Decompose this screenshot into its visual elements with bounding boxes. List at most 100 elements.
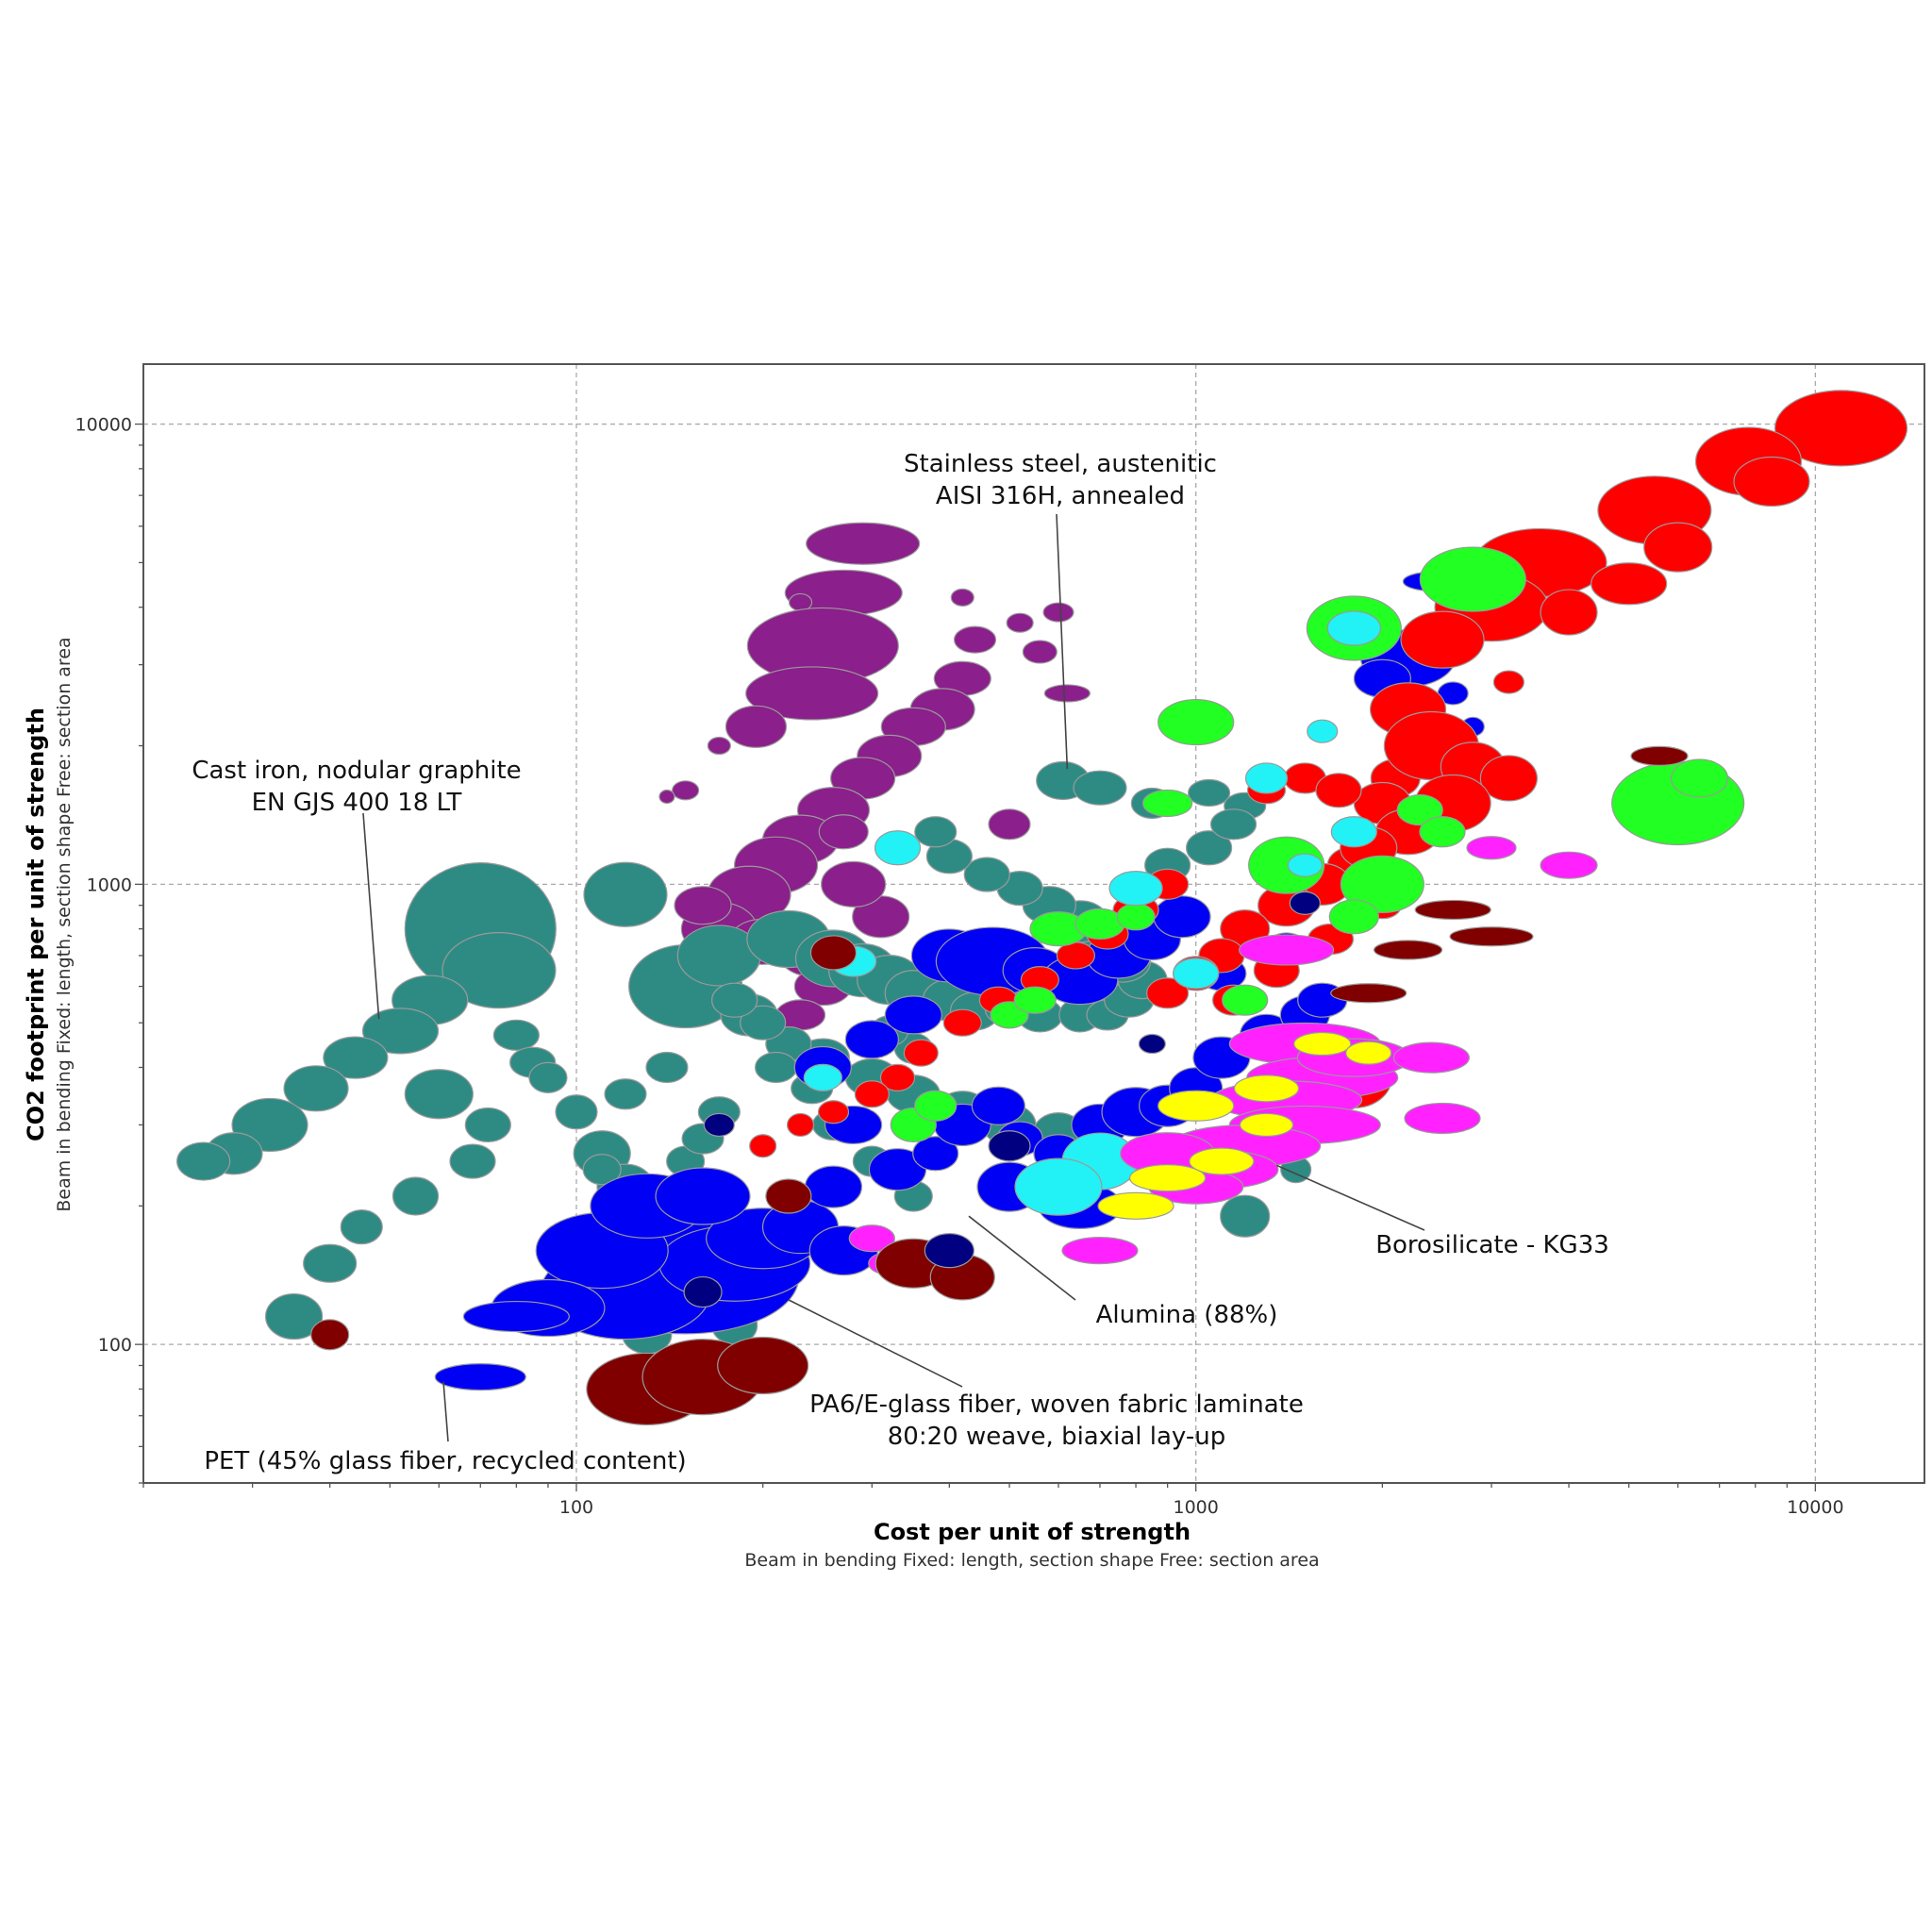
material-bubble-magenta [848,1224,895,1253]
material-bubble-purple [1006,612,1034,633]
material-bubble-green [1419,816,1466,848]
material-bubble-red [903,1039,939,1067]
material-bubble-navy [988,1130,1031,1162]
annotation-label: Stainless steel, austenitic [904,450,1217,478]
annotation-leader [788,1299,963,1388]
material-bubble-cyan [1014,1158,1103,1216]
y-tick-label: 100 [98,1335,132,1356]
material-bubble-purple [745,666,879,721]
material-bubble-green [1142,789,1193,818]
material-bubble-red [749,1134,777,1158]
material-bubble-teal [492,1019,540,1051]
material-bubble-teal [441,932,557,1009]
annotation-label: AISI 316H, annealed [936,482,1185,510]
material-bubble-teal [914,816,958,848]
material-bubble-yellow [1189,1147,1255,1175]
material-bubble-cyan [1307,719,1339,743]
material-bubble-yellow [1345,1041,1392,1065]
material-bubble-red [1479,755,1539,802]
material-bubble-red [854,1080,890,1108]
y-axis-title: CO2 footprint per unit of strength [23,708,49,1141]
material-bubble-cyan [874,830,922,866]
material-bubble-teal [582,1154,622,1186]
material-bubble-navy [1138,1033,1166,1055]
material-bubble-red [817,1100,850,1124]
material-bubble-blue [912,1136,959,1172]
material-bubble-purple [821,860,887,908]
material-bubble-maroon [765,1178,812,1214]
material-bubble-cyan [803,1063,842,1091]
material-bubble-green [1670,758,1729,798]
annotation-label: Borosilicate - KG33 [1375,1231,1609,1259]
material-bubble-teal [176,1141,231,1181]
annotation-leader [442,1381,449,1442]
material-bubble-cyan [1287,853,1323,877]
material-bubble-purple [1043,684,1091,703]
annotation-leader [1056,513,1069,770]
annotation-leader [362,812,380,1020]
material-bubble-teal [283,1065,349,1112]
material-bubble-purple [707,736,731,756]
material-bubble-maroon [1373,940,1443,960]
y-tick-label: 10000 [75,415,132,436]
material-bubble-teal [555,1094,598,1130]
material-bubble-green [914,1090,958,1122]
material-bubble-purple [724,705,788,748]
material-bubble-red [1146,977,1190,1009]
material-bubble-red [786,1112,815,1138]
material-bubble-teal [604,1078,647,1110]
material-bubble-purple [988,808,1031,841]
material-bubble-purple [672,780,700,801]
material-bubble-green [1116,903,1156,931]
annotation-leader [968,1215,1076,1301]
annotation-leader [1275,1164,1425,1231]
x-tick-label: 1000 [1174,1497,1219,1518]
material-bubble-teal [1187,778,1231,808]
material-bubble-teal [645,1051,689,1084]
material-bubble-magenta [1061,1236,1139,1265]
material-bubble-magenta [1404,1102,1481,1135]
material-bubble-red [1492,670,1525,694]
material-bubble-teal [404,1069,474,1120]
plot-frame [142,363,1925,1484]
material-bubble-red [1774,390,1908,467]
annotation-label: PA6/E-glass fiber, woven fabric laminate [809,1391,1304,1419]
material-bubble-maroon [1449,926,1534,947]
material-bubble-green [1158,698,1235,746]
material-bubble-maroon [1414,899,1491,921]
material-bubble-red [1315,773,1362,808]
material-bubble-blue [1153,895,1211,939]
material-bubble-purple [658,789,675,805]
material-bubble-cyan [1108,871,1163,907]
material-bubble-teal [391,1176,440,1216]
material-bubble-teal [740,1005,787,1041]
material-bubble-maroon [1630,745,1689,766]
material-bubble-green [1419,546,1526,612]
material-bubble-teal [264,1292,324,1341]
material-bubble-blue [434,1362,526,1391]
material-bubble-green [1328,899,1379,935]
material-bubble-teal [1220,1194,1271,1238]
material-bubble-red [1056,941,1096,970]
material-bubble-red [1643,522,1713,573]
material-bubble-yellow [1097,1191,1174,1220]
material-bubble-teal [583,861,668,927]
material-bubble-cyan [1330,816,1377,848]
material-bubble-purple [1022,640,1058,664]
material-bubble-purple [806,522,921,565]
x-tick-label: 100 [559,1497,593,1518]
material-bubble-red [1591,562,1668,606]
material-bubble-yellow [1129,1164,1207,1192]
material-bubble-green [1396,794,1443,826]
annotation-label: PET (45% glass fiber, recycled content) [204,1447,686,1475]
material-bubble-green [1222,984,1269,1016]
material-bubble-magenta [1239,934,1335,966]
material-bubble-green [1248,836,1325,894]
material-bubble-blue [462,1300,570,1333]
material-bubble-purple [950,588,974,607]
x-tick-label: 10000 [1787,1497,1843,1518]
material-bubble-teal [303,1243,358,1283]
material-bubble-purple [818,814,869,850]
material-bubble-red [942,1008,982,1037]
material-bubble-green [1013,986,1057,1014]
